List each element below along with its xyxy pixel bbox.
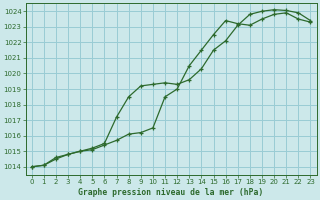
X-axis label: Graphe pression niveau de la mer (hPa): Graphe pression niveau de la mer (hPa) <box>78 188 264 197</box>
